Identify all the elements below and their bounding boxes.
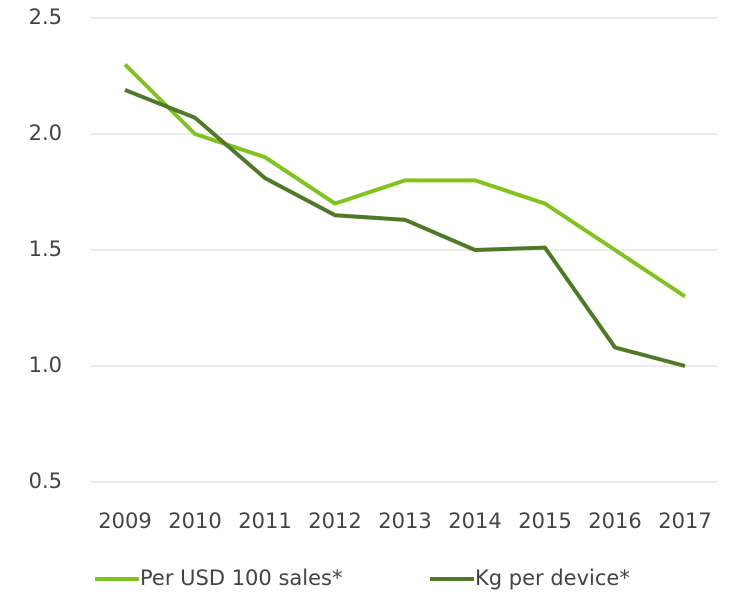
y-tick-label: 1.0 [29,353,62,377]
y-tick-label: 2.0 [29,121,62,145]
x-tick-label: 2014 [448,509,501,533]
y-tick-label: 0.5 [29,469,62,493]
legend-label: Kg per device* [475,566,630,590]
x-tick-label: 2015 [518,509,571,533]
x-tick-label: 2016 [588,509,641,533]
x-tick-label: 2017 [658,509,711,533]
x-tick-label: 2010 [168,509,221,533]
legend-label: Per USD 100 sales* [140,566,342,590]
y-tick-label: 1.5 [29,237,62,261]
series-line [124,88,686,368]
x-tick-label: 2013 [378,509,431,533]
x-tick-label: 2009 [98,509,151,533]
x-tick-label: 2011 [238,509,291,533]
x-tick-label: 2012 [308,509,361,533]
series-line [123,62,687,299]
y-tick-label: 2.5 [29,5,62,29]
